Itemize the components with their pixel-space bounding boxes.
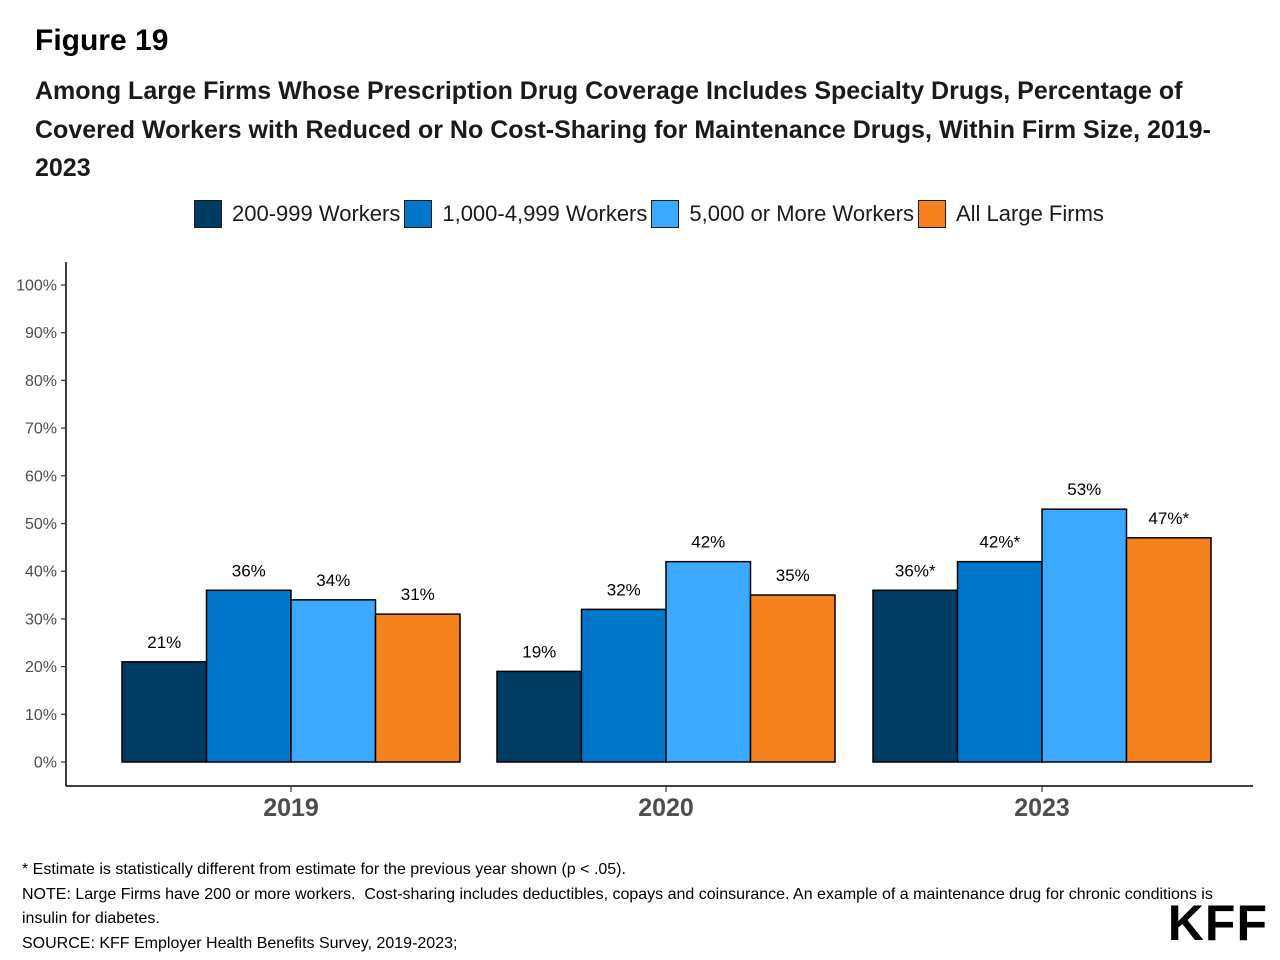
y-tick-label: 50% (25, 516, 57, 533)
data-label: 36% (232, 561, 266, 580)
legend-item-200-999: 200-999 Workers (194, 200, 400, 228)
data-label: 19% (522, 642, 556, 661)
data-label: 42%* (979, 533, 1020, 552)
legend-label: 200-999 Workers (232, 201, 401, 226)
bar (749, 594, 836, 763)
legend-swatch (917, 200, 946, 228)
legend-item-all-large-firms: All Large Firms (917, 200, 1104, 228)
bar (205, 589, 292, 763)
legend-swatch (194, 200, 222, 228)
bar (956, 560, 1043, 763)
y-tick-label: 80% (25, 373, 57, 390)
y-tick-label: 40% (25, 564, 57, 581)
note: NOTE: Large Firms have 200 or more worke… (22, 885, 1218, 928)
y-tick-label: 100% (16, 278, 57, 295)
y-tick-label: 70% (25, 421, 57, 438)
bar (121, 661, 208, 763)
legend-item-5000-plus: 5,000 or More Workers (651, 200, 914, 228)
y-tick-label: 60% (25, 468, 57, 485)
data-label: 35% (776, 566, 810, 585)
legend-label: All Large Firms (955, 201, 1104, 226)
bar-chart: 0% 10% 20% 30% 40% 50% 60% 70% 80% 90% 100% 21% 36% 3… (16, 262, 1253, 822)
bar (665, 560, 752, 763)
bar (580, 608, 667, 763)
data-label: 32% (607, 580, 641, 599)
bar (374, 613, 461, 763)
y-tick-label: 20% (25, 659, 57, 676)
data-label: 47%* (1148, 509, 1189, 528)
x-tick-label: 2019 (263, 794, 319, 822)
figure-label: Figure 19 (35, 24, 169, 57)
kff-logo: KFF (1167, 895, 1268, 951)
legend-label: 1,000-4,999 Workers (442, 201, 648, 226)
y-tick-label: 10% (25, 707, 57, 724)
legend-swatch (651, 200, 680, 228)
bar (872, 589, 959, 763)
x-tick-label: 2023 (1014, 794, 1070, 822)
data-label: 34% (316, 571, 350, 590)
data-label: 53% (1067, 480, 1101, 499)
data-label: 36%* (895, 561, 936, 580)
y-tick-label: 90% (25, 325, 57, 342)
legend-item-1000-4999: 1,000-4,999 Workers (404, 200, 647, 228)
bar (1041, 508, 1128, 763)
data-label: 31% (401, 585, 435, 604)
chart-notes: * Estimate is statistically different fr… (22, 858, 1222, 956)
x-tick-label: 2020 (638, 794, 694, 822)
chart-title: Among Large Firms Whose Prescription Dru… (35, 77, 1211, 182)
chart-legend: 200-999 Workers 1,000-4,999 Workers 5,00… (194, 197, 1108, 231)
y-tick-label: 30% (25, 611, 57, 628)
y-tick-label: 0% (34, 755, 57, 772)
source: SOURCE: KFF Employer Health Benefits Sur… (22, 934, 458, 952)
bar (1125, 537, 1212, 763)
legend-label: 5,000 or More Workers (689, 201, 914, 226)
bar (496, 670, 583, 763)
bar (290, 599, 377, 763)
data-label: 21% (147, 633, 181, 652)
data-label: 42% (691, 533, 725, 552)
footnote: * Estimate is statistically different fr… (22, 861, 626, 878)
legend-swatch (404, 200, 433, 228)
